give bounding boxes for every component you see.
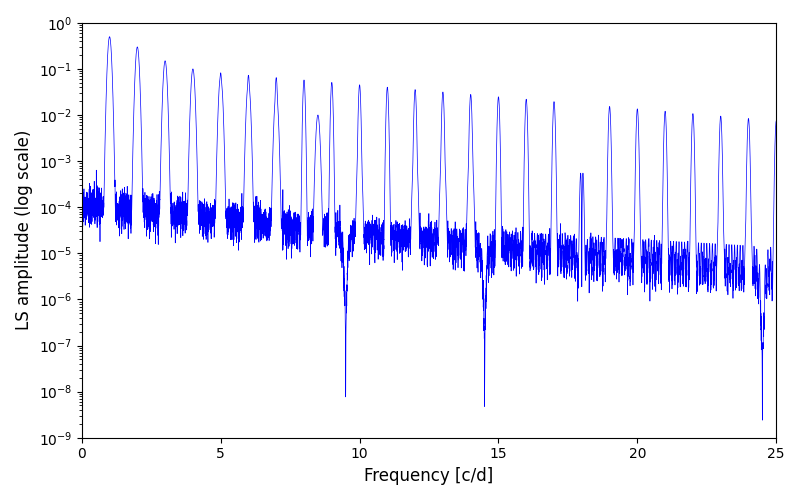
Y-axis label: LS amplitude (log scale): LS amplitude (log scale) bbox=[15, 130, 33, 330]
X-axis label: Frequency [c/d]: Frequency [c/d] bbox=[364, 467, 494, 485]
